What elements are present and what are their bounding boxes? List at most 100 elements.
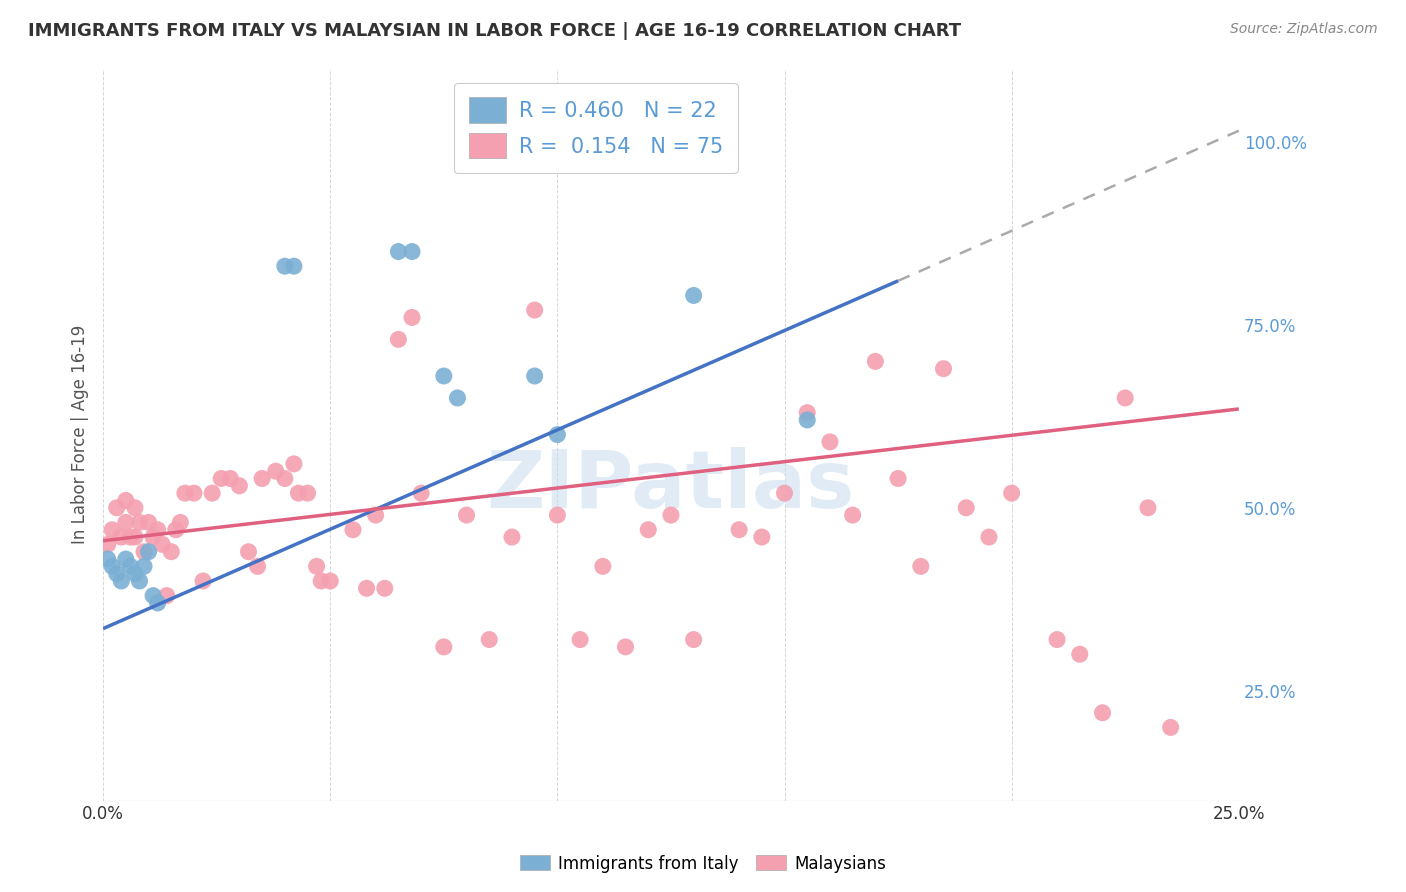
Text: IMMIGRANTS FROM ITALY VS MALAYSIAN IN LABOR FORCE | AGE 16-19 CORRELATION CHART: IMMIGRANTS FROM ITALY VS MALAYSIAN IN LA…	[28, 22, 962, 40]
Point	[209, 471, 232, 485]
Point	[169, 516, 191, 530]
Point	[264, 464, 287, 478]
Point	[910, 559, 932, 574]
Point	[283, 457, 305, 471]
Point	[977, 530, 1000, 544]
Point	[773, 486, 796, 500]
Point	[364, 508, 387, 522]
Point	[132, 545, 155, 559]
Text: ZIPatlas: ZIPatlas	[486, 447, 855, 524]
Y-axis label: In Labor Force | Age 16-19: In Labor Force | Age 16-19	[72, 325, 89, 544]
Point	[132, 559, 155, 574]
Point	[165, 523, 187, 537]
Point	[446, 391, 468, 405]
Point	[120, 559, 142, 574]
Point	[309, 574, 332, 588]
Point	[274, 471, 297, 485]
Point	[955, 500, 977, 515]
Point	[1136, 500, 1159, 515]
Point	[120, 530, 142, 544]
Point	[138, 516, 160, 530]
Text: Source: ZipAtlas.com: Source: ZipAtlas.com	[1230, 22, 1378, 37]
Point	[142, 589, 165, 603]
Point	[1069, 647, 1091, 661]
Point	[191, 574, 214, 588]
Point	[146, 596, 169, 610]
Point	[569, 632, 592, 647]
Point	[246, 559, 269, 574]
Point	[546, 508, 568, 522]
Point	[342, 523, 364, 537]
Point	[401, 244, 423, 259]
Point	[374, 582, 396, 596]
Point	[592, 559, 614, 574]
Point	[841, 508, 863, 522]
Point	[865, 354, 887, 368]
Point	[110, 574, 132, 588]
Point	[274, 259, 297, 273]
Point	[297, 486, 319, 500]
Point	[728, 523, 751, 537]
Point	[101, 523, 124, 537]
Point	[238, 545, 260, 559]
Legend: R = 0.460   N = 22, R =  0.154   N = 75: R = 0.460 N = 22, R = 0.154 N = 75	[454, 83, 738, 173]
Point	[796, 413, 818, 427]
Point	[128, 516, 150, 530]
Point	[174, 486, 197, 500]
Point	[1091, 706, 1114, 720]
Point	[124, 500, 146, 515]
Point	[110, 530, 132, 544]
Point	[128, 574, 150, 588]
Point	[818, 434, 841, 449]
Point	[751, 530, 773, 544]
Point	[124, 530, 146, 544]
Point	[614, 640, 637, 654]
Point	[287, 486, 309, 500]
Point	[138, 545, 160, 559]
Point	[401, 310, 423, 325]
Point	[932, 361, 955, 376]
Point	[387, 332, 409, 346]
Point	[682, 288, 704, 302]
Legend: Immigrants from Italy, Malaysians: Immigrants from Italy, Malaysians	[513, 848, 893, 880]
Point	[1160, 720, 1182, 734]
Point	[142, 530, 165, 544]
Point	[201, 486, 224, 500]
Point	[433, 369, 456, 384]
Point	[523, 303, 546, 318]
Point	[305, 559, 328, 574]
Point	[523, 369, 546, 384]
Point	[124, 566, 146, 581]
Point	[97, 552, 120, 566]
Point	[387, 244, 409, 259]
Point	[115, 516, 138, 530]
Point	[160, 545, 183, 559]
Point	[146, 523, 169, 537]
Point	[105, 566, 128, 581]
Point	[546, 427, 568, 442]
Point	[319, 574, 342, 588]
Point	[887, 471, 910, 485]
Point	[501, 530, 523, 544]
Point	[156, 589, 179, 603]
Point	[283, 259, 305, 273]
Point	[115, 493, 138, 508]
Point	[105, 500, 128, 515]
Point	[250, 471, 273, 485]
Point	[796, 406, 818, 420]
Point	[1046, 632, 1069, 647]
Point	[228, 479, 250, 493]
Point	[659, 508, 682, 522]
Point	[101, 559, 124, 574]
Point	[183, 486, 205, 500]
Point	[411, 486, 433, 500]
Point	[478, 632, 501, 647]
Point	[356, 582, 378, 596]
Point	[115, 552, 138, 566]
Point	[150, 537, 173, 551]
Point	[1001, 486, 1024, 500]
Point	[97, 537, 120, 551]
Point	[637, 523, 659, 537]
Point	[219, 471, 242, 485]
Point	[433, 640, 456, 654]
